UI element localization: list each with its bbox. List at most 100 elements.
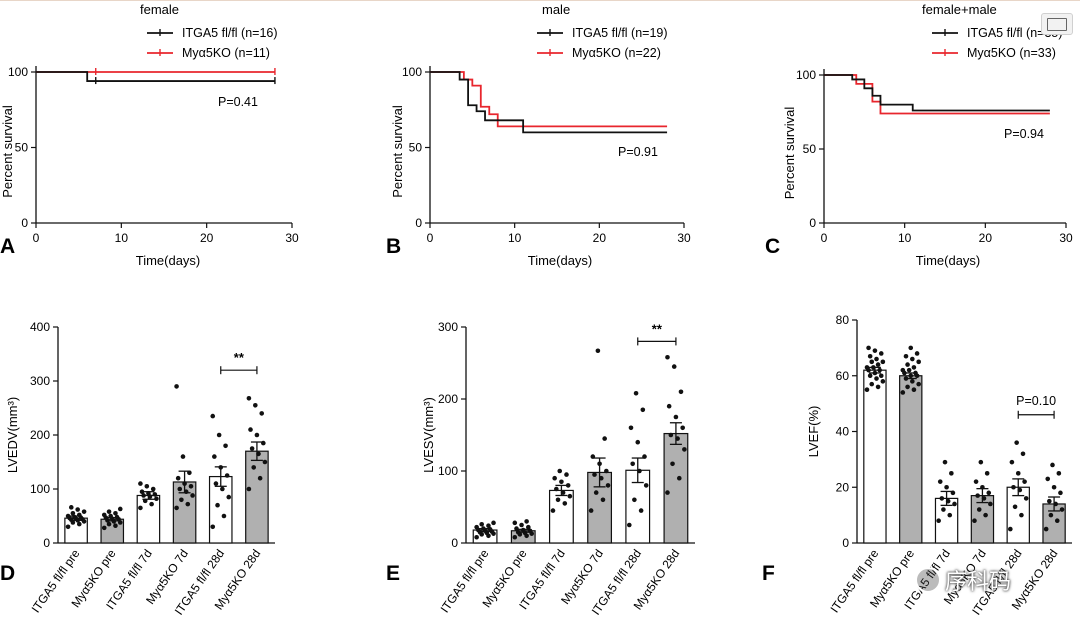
data-point [486, 523, 491, 529]
panel-letter: C [765, 235, 780, 258]
survival-curve [36, 71, 275, 82]
x-tick-label: 10 [898, 231, 912, 245]
data-point [259, 411, 265, 416]
data-point [220, 486, 225, 492]
x-tick-label: 30 [677, 231, 691, 245]
data-point [680, 425, 685, 431]
survival-curve [430, 71, 668, 134]
x-axis-title: Time(days) [528, 253, 593, 268]
data-point [911, 365, 917, 370]
data-point [138, 505, 143, 511]
x-tick-label: 10 [508, 231, 522, 245]
x-tick-label: 10 [115, 231, 129, 245]
x-tick-label: 30 [1059, 231, 1073, 245]
data-point [141, 493, 146, 498]
data-point [474, 534, 479, 540]
legend-label: Myα5KO (n=22) [572, 46, 661, 60]
data-point [665, 490, 670, 495]
data-point [906, 367, 912, 373]
watermark: 序科码 [915, 563, 1011, 597]
data-point [976, 507, 982, 512]
significance-label: ** [234, 350, 245, 365]
y-axis-title: Percent survival [0, 105, 15, 198]
data-point [978, 459, 984, 465]
y-tick-label: 0 [842, 536, 849, 550]
data-point [248, 427, 253, 432]
data-point [1009, 459, 1015, 465]
data-point [682, 447, 687, 452]
data-point [251, 465, 257, 470]
data-point [972, 518, 977, 523]
y-tick-label: 50 [803, 142, 817, 156]
top-divider [0, 0, 1080, 1]
plot-title: female [140, 2, 179, 17]
data-point [216, 432, 222, 438]
data-point [106, 509, 112, 514]
data-point [1022, 479, 1027, 484]
data-point [877, 367, 882, 373]
data-point [246, 395, 252, 401]
x-tick-label: 20 [593, 231, 607, 245]
y-tick-label: 300 [438, 320, 458, 334]
data-point [154, 496, 159, 502]
data-point [190, 493, 195, 498]
data-point [983, 512, 988, 518]
data-point [633, 390, 639, 396]
data-point [75, 507, 80, 512]
data-point [1054, 518, 1060, 523]
y-tick-label: 50 [409, 141, 423, 155]
data-point [875, 362, 881, 367]
data-point [864, 365, 870, 370]
data-point [630, 461, 635, 467]
y-tick-label: 50 [15, 141, 29, 155]
x-tick-label: 0 [821, 231, 828, 245]
data-point [174, 384, 179, 389]
data-point [1015, 471, 1021, 476]
data-point [210, 413, 216, 419]
y-tick-label: 300 [30, 374, 50, 388]
bar [136, 494, 161, 544]
data-point [185, 501, 191, 507]
data-point [113, 523, 118, 529]
data-point [975, 493, 980, 498]
data-point [864, 387, 870, 392]
data-point [555, 497, 561, 503]
data-point [588, 508, 594, 513]
panel-letter: D [0, 562, 15, 585]
data-point [567, 493, 573, 499]
data-point [908, 345, 914, 351]
data-point [910, 356, 915, 362]
data-point [1011, 484, 1016, 490]
y-tick-label: 100 [8, 65, 28, 79]
data-point [905, 362, 910, 367]
data-point [874, 376, 879, 381]
data-point [638, 508, 644, 513]
p-value-label: P=0.94 [1004, 127, 1044, 141]
data-point [676, 475, 682, 481]
plot-title: female+male [922, 2, 997, 17]
data-point [65, 524, 71, 530]
x-tick-label: 20 [979, 231, 993, 245]
panel-letter: B [386, 235, 401, 258]
y-tick-label: 100 [402, 65, 422, 79]
legend-label: Myα5KO (n=33) [967, 46, 1056, 60]
survival-panel-c: female+male 0 10 20 30 0 50 100 Time(days) Percen… [765, 2, 1073, 268]
y-axis-title: LVESV(mm³) [421, 397, 436, 473]
x-axis-title: Time(days) [136, 253, 201, 268]
data-point [512, 534, 518, 540]
data-point [138, 481, 143, 486]
data-point [514, 526, 519, 531]
y-axis-title: Percent survival [782, 107, 797, 200]
data-point [557, 468, 563, 474]
data-point [986, 490, 992, 496]
data-point [552, 475, 557, 481]
data-point [673, 414, 679, 420]
data-point [101, 512, 107, 518]
data-point [519, 522, 524, 528]
y-tick-label: 20 [836, 480, 850, 494]
watermark-text: 序科码 [945, 570, 1012, 595]
data-point [175, 475, 181, 481]
expand-button[interactable] [1041, 13, 1073, 35]
data-point [911, 387, 917, 392]
